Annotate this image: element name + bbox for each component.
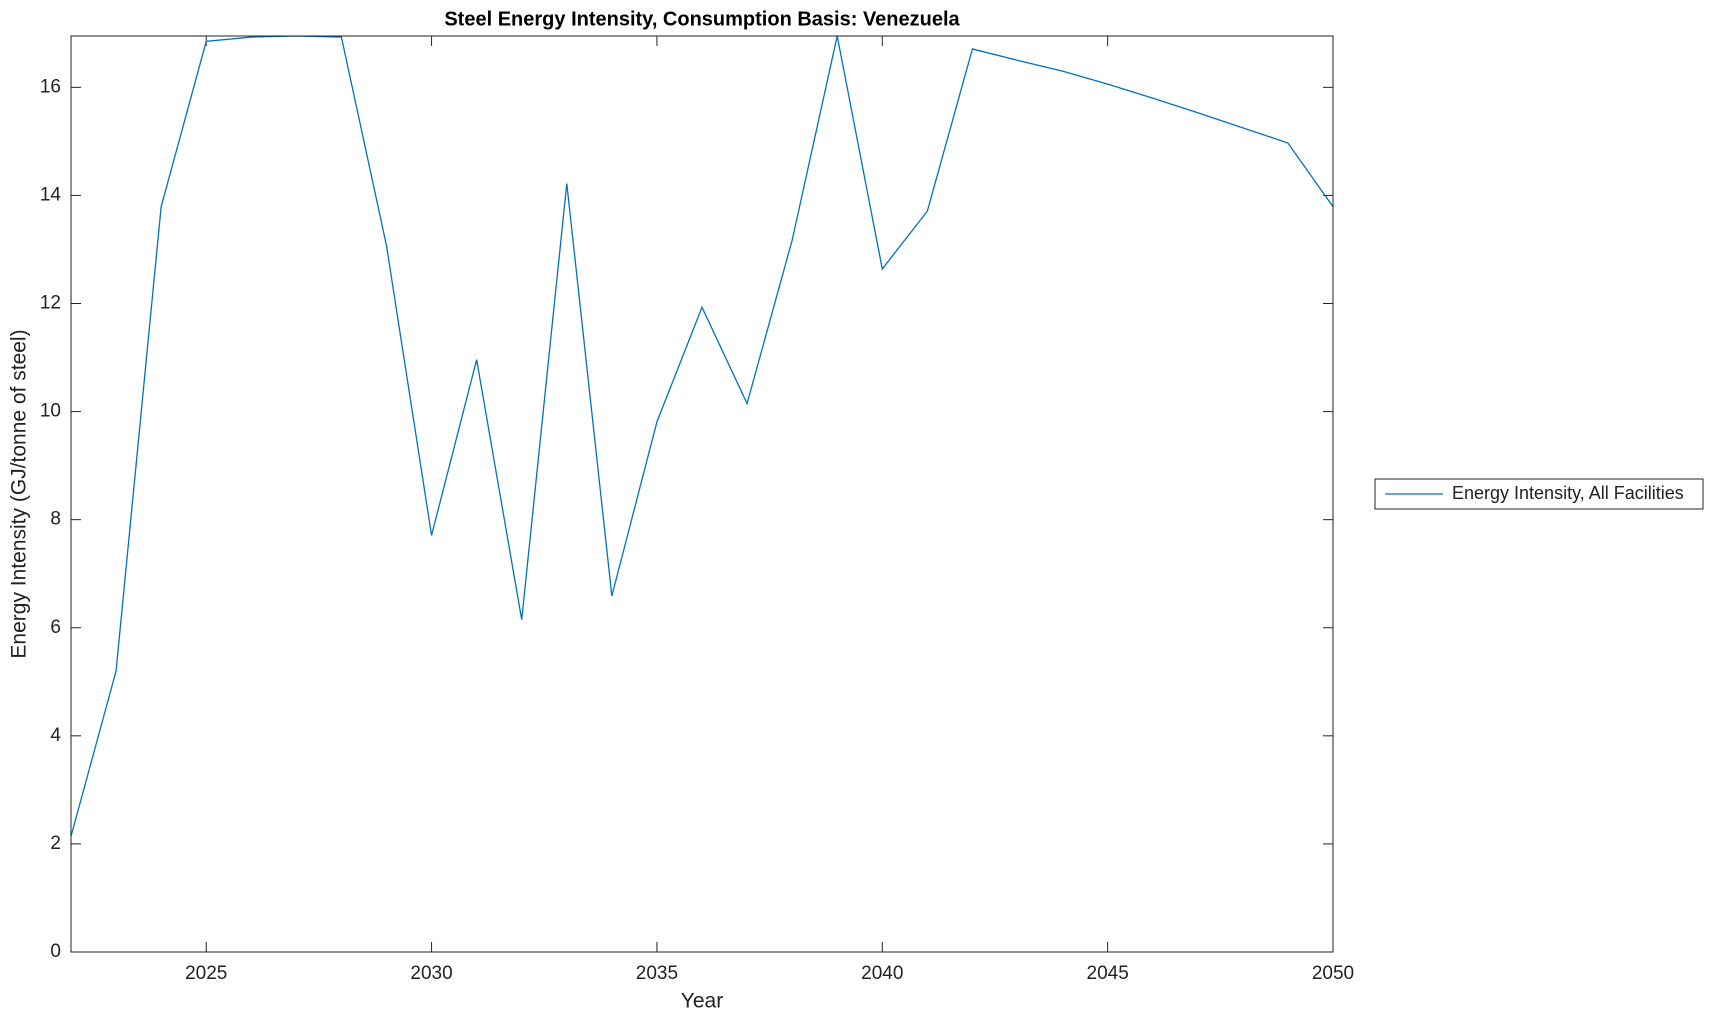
y-tick-label: 4 — [50, 725, 61, 746]
plot-frame — [70, 35, 1334, 953]
y-axis-label: Energy Intensity (GJ/tonne of steel) — [8, 329, 31, 658]
x-tick-label: 2040 — [861, 963, 903, 984]
x-axis-label: Year — [681, 990, 723, 1013]
x-tick-label: 2035 — [636, 963, 678, 984]
y-tick-label: 0 — [50, 941, 61, 962]
x-tick-label: 2025 — [185, 963, 227, 984]
y-tick-label: 12 — [40, 293, 61, 314]
y-tick-label: 2 — [50, 833, 61, 854]
y-tick-label: 8 — [50, 509, 61, 530]
x-tick-label: 2030 — [410, 963, 452, 984]
y-tick-label: 6 — [50, 617, 61, 638]
legend-label: Energy Intensity, All Facilities — [1452, 483, 1684, 503]
y-tick-label: 16 — [40, 76, 61, 97]
x-tick-label: 2050 — [1312, 963, 1354, 984]
y-tick-label: 10 — [40, 401, 61, 422]
x-tick-label: 2045 — [1087, 963, 1129, 984]
y-tick-label: 14 — [40, 184, 62, 205]
chart-title: Steel Energy Intensity, Consumption Basi… — [444, 8, 960, 30]
